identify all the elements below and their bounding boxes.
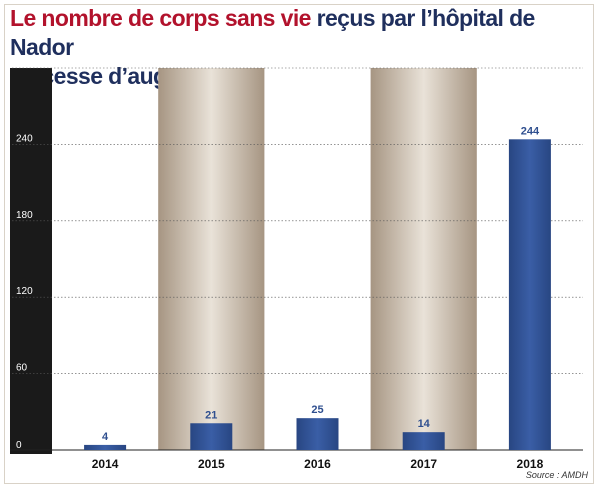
y-tick-label-240: 240: [16, 133, 33, 144]
y-tick-label-300: 300: [16, 57, 33, 68]
data-label-2018: 244: [521, 125, 540, 137]
x-tick-label-2018: 2018: [517, 457, 544, 471]
title-part-red: Le nombre de corps sans vie: [10, 5, 311, 31]
shaded-band-2015: [158, 68, 265, 450]
title-part-navy: reçus par l’hôpital de Nador: [10, 5, 535, 60]
source-note: Source : AMDH: [525, 470, 588, 480]
y-tick-label-60: 60: [16, 363, 28, 374]
bar-2015: [190, 423, 233, 450]
data-label-2017: 14: [418, 418, 431, 430]
y-tick-label-120: 120: [16, 286, 33, 297]
shaded-band-2017: [370, 68, 477, 450]
x-tick-label-2015: 2015: [198, 457, 225, 471]
y-tick-label-0: 0: [16, 440, 22, 451]
y-tick-label-180: 180: [16, 210, 33, 221]
bar-2016: [296, 418, 339, 450]
data-label-2015: 21: [205, 409, 217, 421]
x-tick-label-2016: 2016: [304, 457, 331, 471]
y-axis-band: [10, 68, 52, 454]
bar-2014: [84, 444, 127, 450]
bar-2017: [402, 432, 445, 450]
x-tick-label-2014: 2014: [92, 457, 119, 471]
chart-frame: [4, 4, 594, 484]
bar-2018: [508, 139, 551, 450]
data-label-2014: 4: [102, 431, 109, 443]
x-tick-label-2017: 2017: [410, 457, 437, 471]
data-label-2016: 25: [311, 404, 323, 416]
